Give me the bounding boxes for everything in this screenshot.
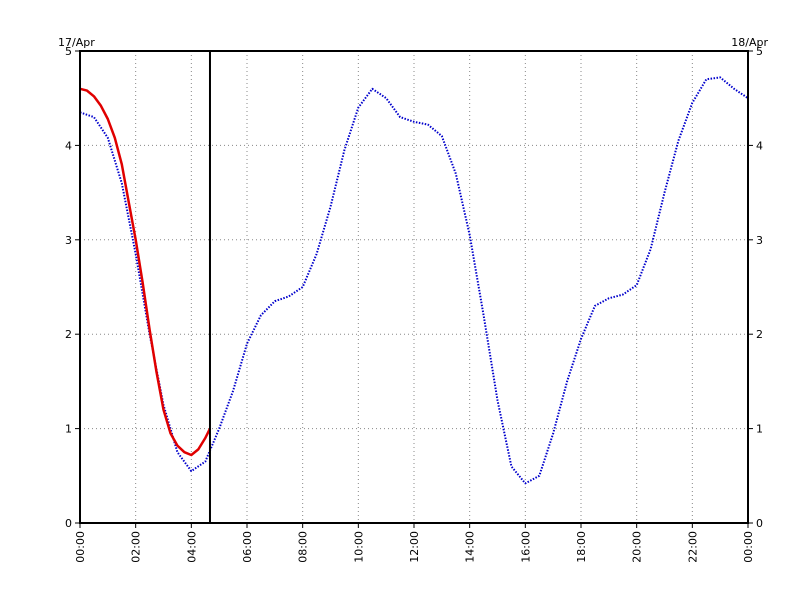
y-tick-label-right: 5 (756, 45, 763, 58)
tick-labels: 00:00 02:00 04:00 06:00 08:00 10:00 12:00 14:00… (65, 45, 763, 563)
y-tick-label-right: 3 (756, 234, 763, 247)
y-tick-label-left: 1 (65, 423, 72, 436)
x-tick-label: 00:00 (742, 531, 755, 563)
series-line-1 (79, 76, 749, 485)
x-tick-label: 20:00 (631, 531, 644, 563)
y-tick-label-right: 2 (756, 328, 763, 341)
x-tick-label: 06:00 (241, 531, 254, 563)
y-tick-label-left: 2 (65, 328, 72, 341)
x-tick-label: 02:00 (130, 531, 143, 563)
x-tick-label: 12:00 (408, 531, 421, 563)
x-tick-label: 16:00 (519, 531, 532, 563)
x-tick-label: 14:00 (464, 531, 477, 563)
y-tick-label-left: 5 (65, 45, 72, 58)
y-tick-label-right: 0 (756, 517, 763, 530)
y-tick-label-right: 4 (756, 139, 763, 152)
grid (80, 51, 748, 523)
x-tick-label: 18:00 (575, 531, 588, 563)
y-tick-label-left: 0 (65, 517, 72, 530)
y-tick-label-right: 1 (756, 423, 763, 436)
y-tick-label-left: 3 (65, 234, 72, 247)
x-tick-label: 08:00 (297, 531, 310, 563)
date-label-right: 18/Apr (731, 36, 768, 49)
series-line-2 (79, 87, 212, 457)
y-tick-label-left: 4 (65, 139, 72, 152)
x-tick-label: 04:00 (185, 531, 198, 563)
x-tick-label: 22:00 (686, 531, 699, 563)
series-layer (79, 76, 749, 485)
x-tick-label: 10:00 (352, 531, 365, 563)
date-label-left: 17/Apr (58, 36, 95, 49)
x-tick-label: 00:00 (74, 531, 87, 563)
ticks (75, 50, 753, 528)
